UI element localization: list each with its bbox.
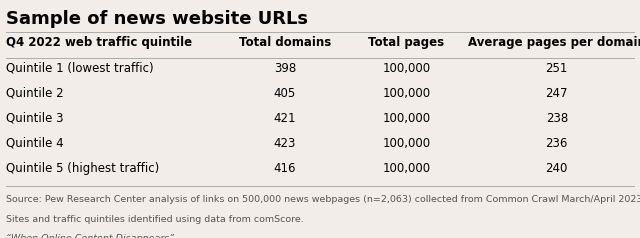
Text: 236: 236	[546, 137, 568, 150]
Text: 100,000: 100,000	[382, 137, 431, 150]
Text: 100,000: 100,000	[382, 87, 431, 100]
Text: Quintile 1 (lowest traffic): Quintile 1 (lowest traffic)	[6, 62, 154, 75]
Text: 398: 398	[274, 62, 296, 75]
Text: “When Online Content Disappears”: “When Online Content Disappears”	[6, 234, 174, 238]
Text: 100,000: 100,000	[382, 112, 431, 125]
Text: 251: 251	[546, 62, 568, 75]
Text: Sample of news website URLs: Sample of news website URLs	[6, 10, 308, 28]
Text: Sites and traffic quintiles identified using data from comScore.: Sites and traffic quintiles identified u…	[6, 215, 304, 224]
Text: Quintile 5 (highest traffic): Quintile 5 (highest traffic)	[6, 162, 159, 175]
Text: 423: 423	[274, 137, 296, 150]
Text: Q4 2022 web traffic quintile: Q4 2022 web traffic quintile	[6, 36, 193, 49]
Text: 247: 247	[545, 87, 568, 100]
Text: 416: 416	[273, 162, 296, 175]
Text: 405: 405	[274, 87, 296, 100]
Text: 421: 421	[273, 112, 296, 125]
Text: Quintile 3: Quintile 3	[6, 112, 64, 125]
Text: Quintile 2: Quintile 2	[6, 87, 64, 100]
Text: 100,000: 100,000	[382, 162, 431, 175]
Text: Source: Pew Research Center analysis of links on 500,000 news webpages (n=2,063): Source: Pew Research Center analysis of …	[6, 195, 640, 204]
Text: Quintile 4: Quintile 4	[6, 137, 64, 150]
Text: 100,000: 100,000	[382, 62, 431, 75]
Text: Average pages per domain: Average pages per domain	[468, 36, 640, 49]
Text: Total pages: Total pages	[369, 36, 444, 49]
Text: 240: 240	[546, 162, 568, 175]
Text: Total domains: Total domains	[239, 36, 331, 49]
Text: 238: 238	[546, 112, 568, 125]
